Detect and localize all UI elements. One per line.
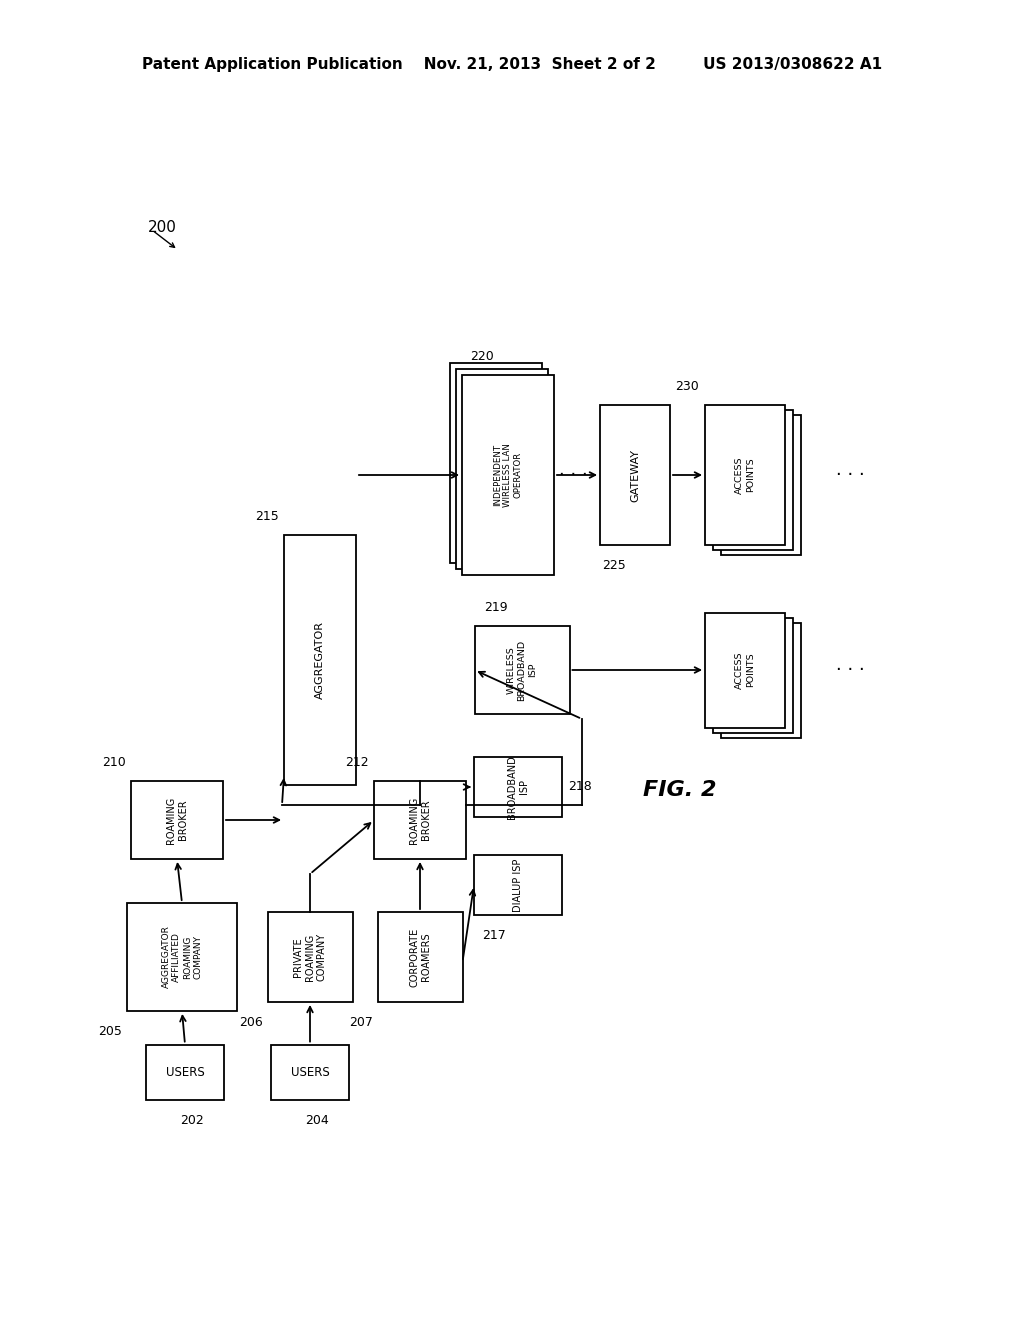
Text: USERS: USERS [291, 1065, 330, 1078]
Bar [600, 405, 670, 545]
Bar [474, 626, 569, 714]
Text: BROADBAND
ISP: BROADBAND ISP [507, 755, 528, 818]
Text: · · ·: · · · [836, 466, 864, 484]
Text: · · ·: · · · [836, 661, 864, 678]
Text: 219: 219 [484, 601, 508, 614]
Text: 220: 220 [470, 350, 494, 363]
Text: GATEWAY: GATEWAY [630, 449, 640, 502]
Text: 217: 217 [482, 929, 506, 942]
Text: ACCESS
POINTS: ACCESS POINTS [735, 457, 755, 494]
Text: 207: 207 [348, 1016, 373, 1030]
Bar [131, 781, 223, 859]
Text: 230: 230 [675, 380, 698, 393]
Text: 205: 205 [98, 1026, 122, 1038]
Bar [474, 756, 562, 817]
Bar [378, 912, 463, 1002]
Text: 212: 212 [345, 756, 369, 770]
Text: ROAMING
BROKER: ROAMING BROKER [166, 796, 187, 843]
Bar [474, 855, 562, 915]
Text: 204: 204 [305, 1114, 329, 1126]
Text: 206: 206 [239, 1016, 262, 1030]
Bar [462, 375, 554, 576]
Text: AGGREGATOR
AFFILIATED
ROAMING
COMPANY: AGGREGATOR AFFILIATED ROAMING COMPANY [162, 925, 202, 989]
Text: INDEPENDENT
WIRELESS LAN
OPERATOR: INDEPENDENT WIRELESS LAN OPERATOR [494, 444, 523, 507]
Text: DIALUP ISP: DIALUP ISP [513, 858, 523, 912]
Text: WIRELESS
BROADBAND
ISP: WIRELESS BROADBAND ISP [507, 639, 537, 701]
Bar [284, 535, 356, 785]
Bar [374, 781, 466, 859]
Text: 210: 210 [102, 756, 126, 770]
Bar [713, 411, 793, 550]
Text: 218: 218 [568, 780, 592, 793]
Text: ACCESS
POINTS: ACCESS POINTS [735, 651, 755, 689]
Text: PRIVATE
ROAMING
COMPANY: PRIVATE ROAMING COMPANY [294, 933, 327, 981]
Bar [456, 370, 548, 569]
Text: AGGREGATOR: AGGREGATOR [315, 620, 325, 700]
Bar [271, 1044, 349, 1100]
Bar [267, 912, 352, 1002]
Bar [450, 363, 542, 564]
Bar [705, 405, 785, 545]
Text: 202: 202 [180, 1114, 204, 1126]
Text: USERS: USERS [166, 1065, 205, 1078]
Text: 215: 215 [255, 510, 279, 523]
Text: FIG. 2: FIG. 2 [643, 780, 717, 800]
Text: Patent Application Publication    Nov. 21, 2013  Sheet 2 of 2         US 2013/03: Patent Application Publication Nov. 21, … [142, 58, 882, 73]
Text: · · ·: · · · [559, 466, 588, 484]
Bar [146, 1044, 224, 1100]
Text: 225: 225 [602, 558, 626, 572]
Bar [713, 618, 793, 733]
Bar [721, 623, 801, 738]
Bar [721, 414, 801, 554]
Text: ROAMING
BROKER: ROAMING BROKER [410, 796, 431, 843]
Bar [127, 903, 237, 1011]
Text: CORPORATE
ROAMERS: CORPORATE ROAMERS [410, 928, 431, 986]
Text: 200: 200 [148, 220, 177, 235]
Bar [705, 612, 785, 727]
